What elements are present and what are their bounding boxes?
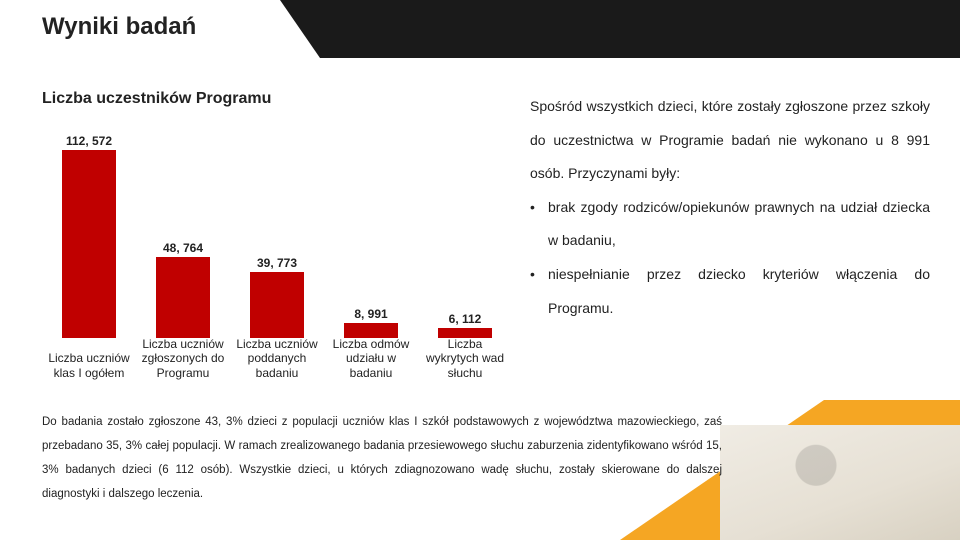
bar-value-label: 39, 773 [233,256,321,270]
bar [344,323,398,338]
bar-category-label: Liczba uczniów zgłoszonych do Programu [139,337,227,380]
bar-category-label: Liczba uczniów poddanych badaniu [233,337,321,380]
bullet-2: niespełnianie przez dziecko kryteriów wł… [530,258,930,325]
footer-text: Do badania zostało zgłoszone 43, 3% dzie… [42,410,722,507]
bar-category-label: Liczba wykrytych wad słuchu [421,337,509,380]
bar-value-label: 8, 991 [327,307,415,321]
slide: Wyniki badań Liczba uczestników Programu… [0,0,960,540]
bar-category-label: Liczba uczniów klas I ogółem [45,351,133,380]
footer-photo [720,425,960,540]
chart-title: Liczba uczestników Programu [42,90,271,108]
right-paragraph: Spośród wszystkich dzieci, które zostały… [530,90,930,191]
bar [156,257,210,338]
bar-chart: 112, 572 Liczba uczniów klas I ogółem 48, … [42,120,512,380]
bar-value-label: 6, 112 [421,312,509,326]
right-bullets: brak zgody rodziców/opiekunów prawnych n… [530,191,930,325]
bar-value-label: 48, 764 [139,241,227,255]
bullet-1: brak zgody rodziców/opiekunów prawnych n… [530,191,930,258]
bar [62,150,116,338]
page-title: Wyniki badań [42,13,196,41]
bar-category-label: Liczba odmów udziału w badaniu [327,337,415,380]
bar-value-label: 112, 572 [45,134,133,148]
right-paragraph-block: Spośród wszystkich dzieci, które zostały… [530,90,930,325]
bar [250,272,304,338]
